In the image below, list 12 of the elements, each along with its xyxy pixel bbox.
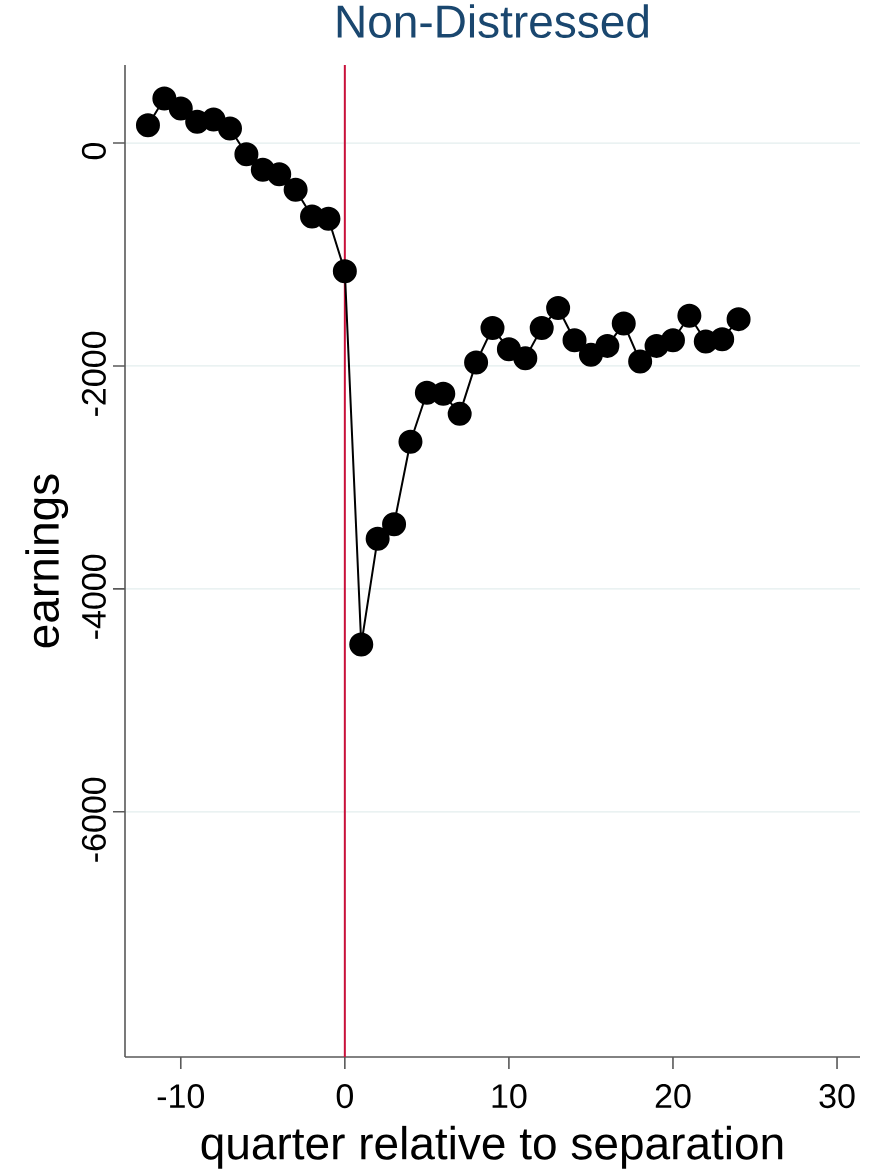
x-tick-label: 30 bbox=[819, 1084, 855, 1109]
x-tick-label: 0 bbox=[336, 1084, 353, 1109]
y-tick-label: -2000 bbox=[81, 331, 106, 416]
chart-title: Non-Distressed bbox=[337, 4, 648, 38]
x-tick-label: 10 bbox=[492, 1084, 527, 1109]
y-axis-title: earnings bbox=[25, 474, 69, 648]
y-tick-label: -4000 bbox=[81, 554, 106, 639]
x-tick-label: -10 bbox=[157, 1084, 205, 1109]
x-axis-title: quarter relative to separation bbox=[201, 1125, 783, 1169]
x-tick-label: 20 bbox=[655, 1084, 691, 1109]
y-tick-label: -6000 bbox=[81, 777, 106, 862]
y-tick-label: 0 bbox=[81, 142, 106, 160]
